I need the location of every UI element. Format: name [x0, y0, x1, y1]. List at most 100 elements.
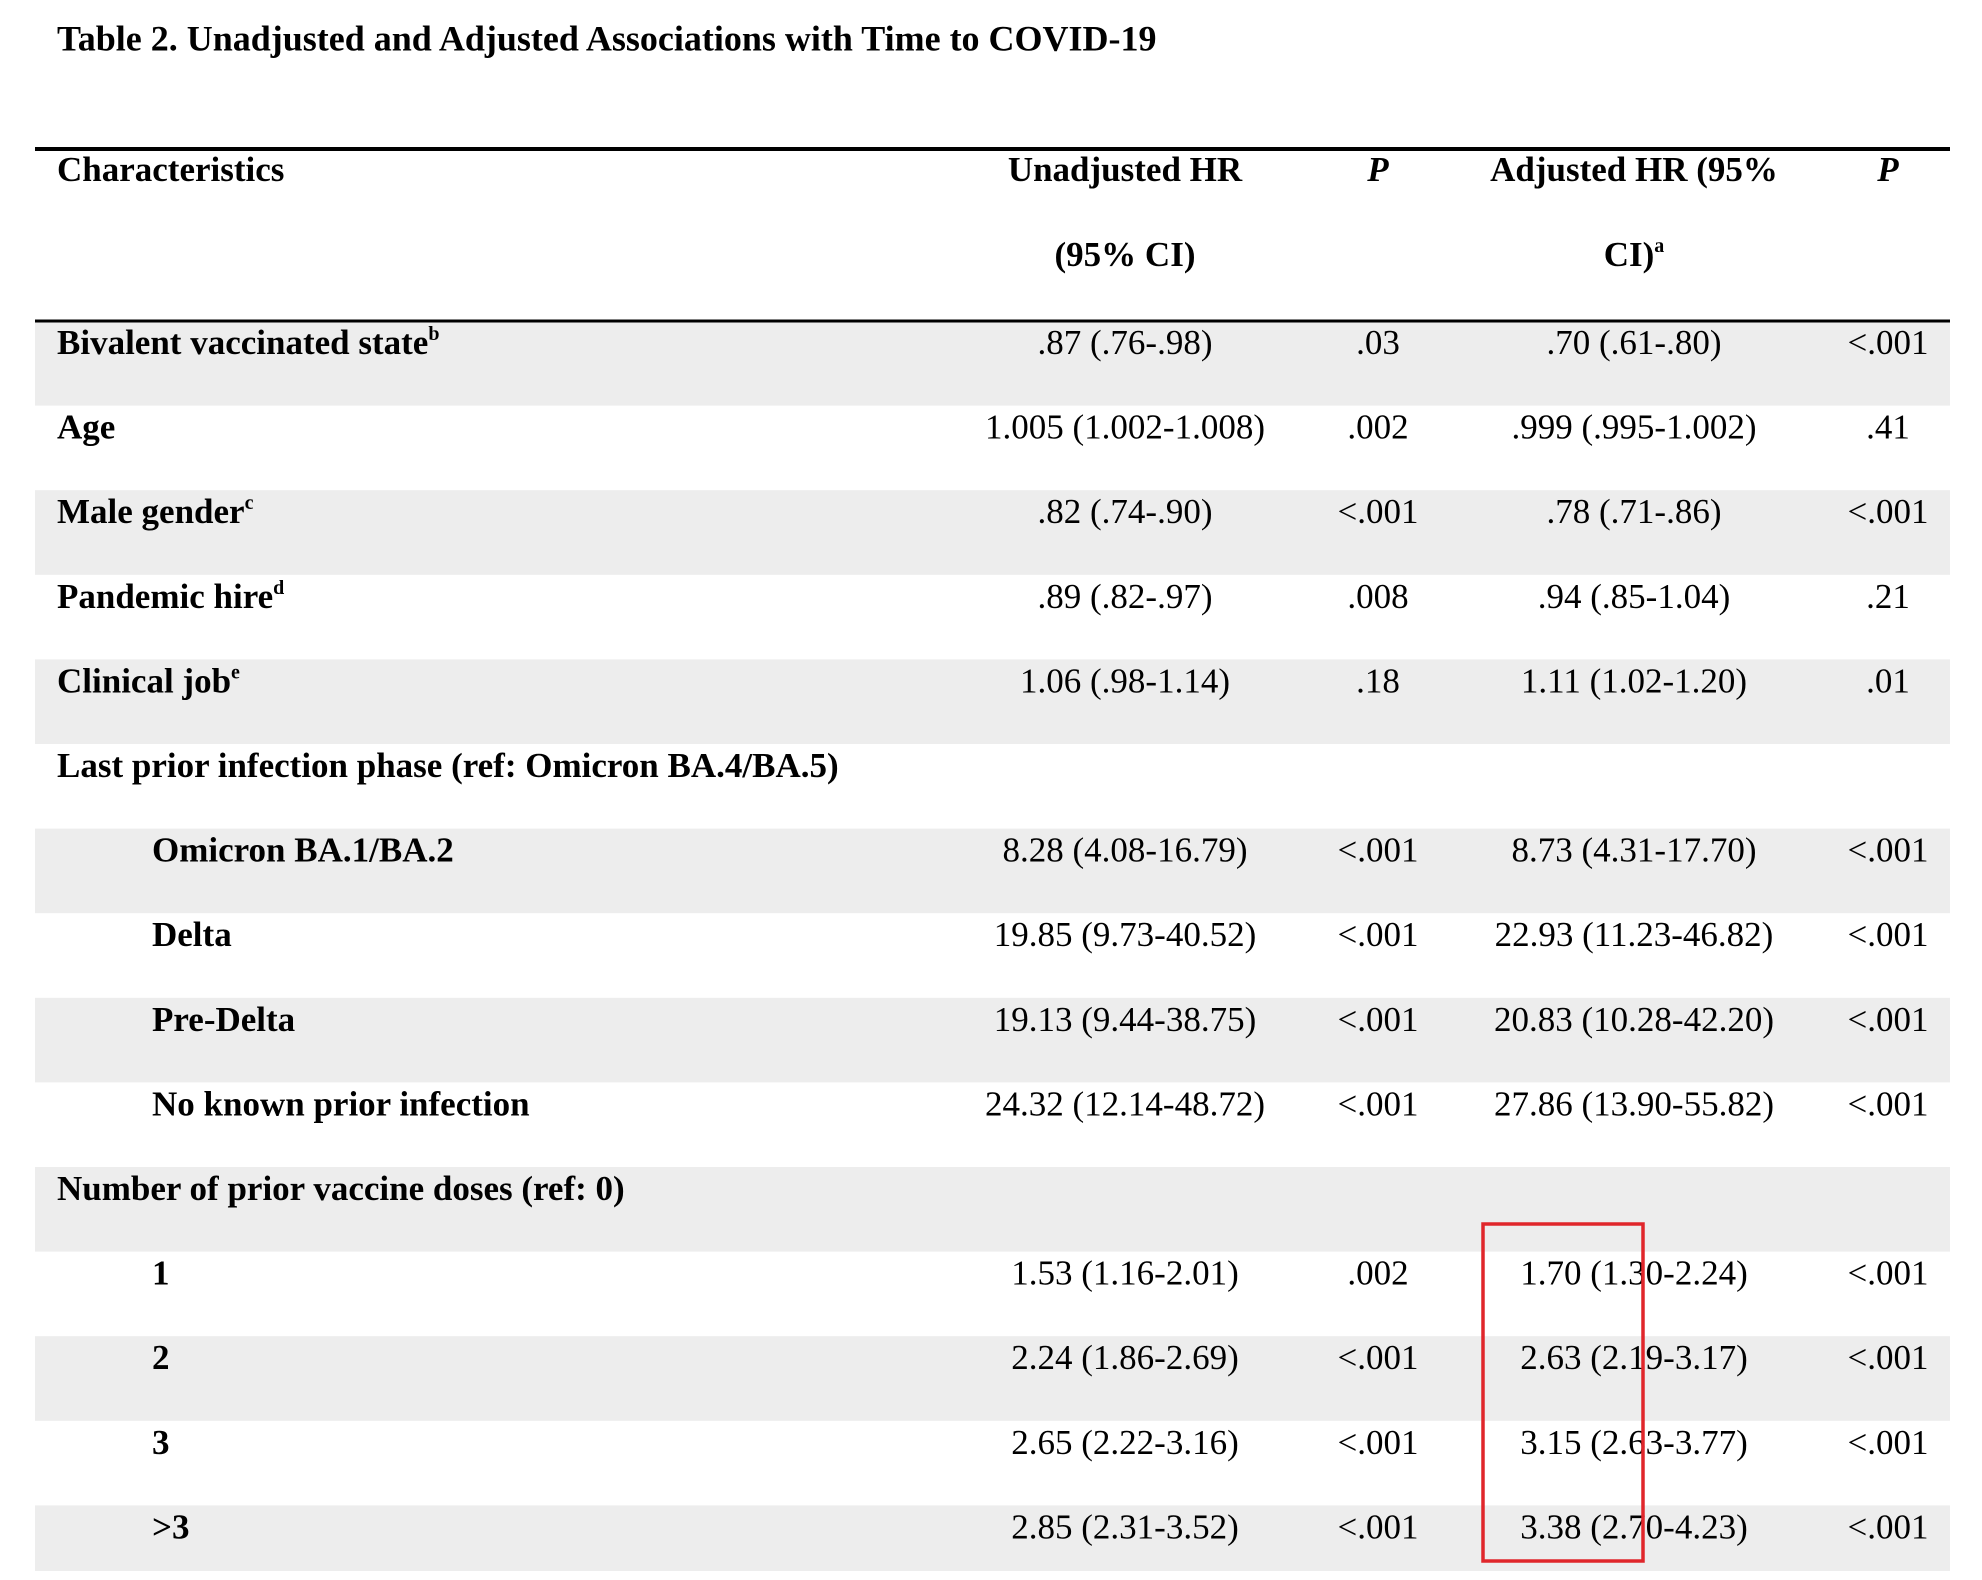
label-text: Last prior infection phase (ref: Omicron…	[57, 746, 839, 785]
row-label: Bivalent vaccinated stateb	[57, 323, 439, 362]
table-cell: .70 (.61-.80)	[1547, 323, 1722, 362]
table-cell: .41	[1866, 408, 1910, 447]
table-cell: 1.53 (1.16-2.01)	[1011, 1254, 1238, 1293]
row-label: 3	[152, 1423, 170, 1462]
table-cell: 24.32 (12.14-48.72)	[985, 1084, 1265, 1123]
table-cell: .002	[1347, 408, 1408, 447]
label-text: Omicron BA.1/BA.2	[152, 831, 454, 870]
row-label: >3	[152, 1507, 189, 1546]
label-text: No known prior infection	[152, 1084, 530, 1123]
row-shading	[35, 490, 1950, 575]
table-cell: 19.13 (9.44-38.75)	[994, 1000, 1256, 1039]
highlight-box	[1481, 1222, 1645, 1563]
row-shading	[35, 659, 1950, 744]
table-cell: <.001	[1848, 1254, 1929, 1293]
table-cell: 1.11 (1.02-1.20)	[1521, 661, 1747, 700]
label-text: 3	[152, 1423, 170, 1462]
header-cell: P	[1876, 150, 1899, 189]
table-cell: <.001	[1848, 1423, 1929, 1462]
row-shading	[35, 1336, 1950, 1421]
row-label: 1	[152, 1254, 170, 1293]
table-cell: <.001	[1848, 1338, 1929, 1377]
table-cell: <.001	[1338, 1423, 1419, 1462]
table-cell: 2.63 (2.19-3.17)	[1520, 1338, 1747, 1377]
row-label: Age	[57, 408, 115, 447]
table-cell: .999 (.995-1.002)	[1512, 408, 1757, 447]
header-cell: CI)a	[1604, 235, 1665, 274]
label-text: Age	[57, 408, 115, 447]
table-cell: .03	[1356, 323, 1400, 362]
superscript: a	[1654, 235, 1664, 257]
label-text: >3	[152, 1507, 189, 1546]
row-label: Clinical jobe	[57, 661, 240, 700]
label-text: 2	[152, 1338, 170, 1377]
header-cell: Unadjusted HR	[1008, 150, 1243, 189]
row-bands	[35, 321, 1950, 1571]
superscript: d	[273, 576, 284, 598]
table-cell: <.001	[1848, 1507, 1929, 1546]
table-cell: .18	[1356, 661, 1400, 700]
row-label: 2	[152, 1338, 170, 1377]
table-content: Characteristics Unadjusted HR (95% CI) P Adj…	[57, 150, 1929, 1546]
table-cell: <.001	[1848, 831, 1929, 870]
table-cell: <.001	[1848, 323, 1929, 362]
table-cell: .002	[1347, 1254, 1408, 1293]
label-text: 1	[152, 1254, 170, 1293]
table-cell: 3.15 (2.63-3.77)	[1520, 1423, 1747, 1462]
table-title: Table 2. Unadjusted and Adjusted Associa…	[57, 18, 1157, 58]
row-label: Omicron BA.1/BA.2	[152, 831, 454, 870]
header-text: (95% CI)	[1055, 235, 1196, 274]
table-cell: 8.28 (4.08-16.79)	[1003, 831, 1248, 870]
table-cell: .21	[1866, 577, 1910, 616]
table-cell: 1.06 (.98-1.14)	[1020, 661, 1230, 700]
label-text: Clinical job	[57, 661, 231, 700]
table-cell: 2.85 (2.31-3.52)	[1011, 1507, 1238, 1546]
superscript: c	[245, 492, 254, 514]
header-text: CI)	[1604, 235, 1655, 274]
row-label: Pre-Delta	[152, 1000, 295, 1039]
table-cell: .82 (.74-.90)	[1038, 492, 1213, 531]
table-cell: 27.86 (13.90-55.82)	[1494, 1084, 1774, 1123]
table-cell: <.001	[1848, 1084, 1929, 1123]
label-text: Delta	[152, 915, 232, 954]
table-cell: .94 (.85-1.04)	[1538, 577, 1730, 616]
table-cell: 20.83 (10.28-42.20)	[1494, 1000, 1774, 1039]
label-text: Pre-Delta	[152, 1000, 295, 1039]
label-text: Male gender	[57, 492, 245, 531]
table-cell: <.001	[1338, 1084, 1419, 1123]
table-cell: <.001	[1338, 492, 1419, 531]
header-cell: Adjusted HR (95%	[1490, 150, 1778, 189]
table-cell: 2.65 (2.22-3.16)	[1011, 1423, 1238, 1462]
table-cell: 1.005 (1.002-1.008)	[985, 408, 1265, 447]
header-text: P	[1876, 150, 1899, 189]
table-cell: 1.70 (1.30-2.24)	[1520, 1254, 1747, 1293]
header-text: Adjusted HR (95%	[1490, 150, 1778, 189]
row-label: Male genderc	[57, 492, 254, 531]
label-text: Bivalent vaccinated state	[57, 323, 428, 362]
table-cell: <.001	[1848, 915, 1929, 954]
table-cell: <.001	[1848, 1000, 1929, 1039]
table-cell: <.001	[1338, 1338, 1419, 1377]
header-text: P	[1366, 150, 1389, 189]
table-cell: 2.24 (1.86-2.69)	[1011, 1338, 1238, 1377]
header-cell: P	[1366, 150, 1389, 189]
table-cell: .89 (.82-.97)	[1038, 577, 1213, 616]
row-label: No known prior infection	[152, 1084, 530, 1123]
table-cell: <.001	[1338, 1507, 1419, 1546]
header-cell: (95% CI)	[1055, 235, 1196, 274]
row-label: Number of prior vaccine doses (ref: 0)	[57, 1169, 625, 1208]
label-text: Number of prior vaccine doses (ref: 0)	[57, 1169, 625, 1208]
row-label: Pandemic hired	[57, 576, 284, 615]
row-shading	[35, 997, 1950, 1083]
table-cell: <.001	[1338, 1000, 1419, 1039]
table-cell: .78 (.71-.86)	[1547, 492, 1722, 531]
table-cell: 19.85 (9.73-40.52)	[994, 915, 1256, 954]
row-label: Last prior infection phase (ref: Omicron…	[57, 746, 839, 785]
table-cell: .01	[1866, 661, 1910, 700]
superscript: e	[231, 661, 240, 683]
table-cell: .008	[1347, 577, 1408, 616]
row-shading	[35, 321, 1950, 406]
table-cell: <.001	[1848, 492, 1929, 531]
